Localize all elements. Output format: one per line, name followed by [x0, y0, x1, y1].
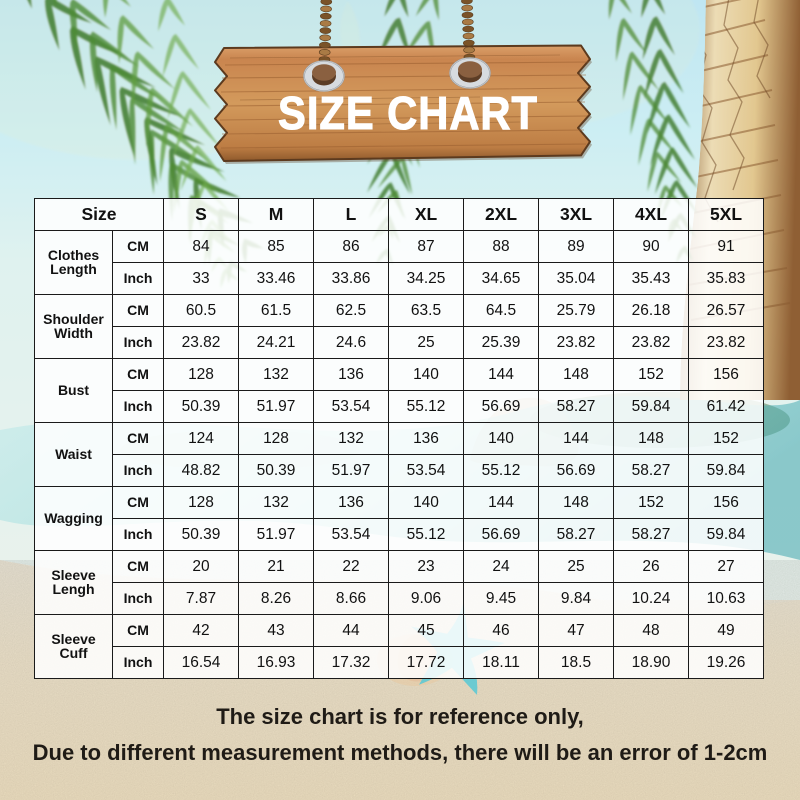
- svg-text:SIZE CHART: SIZE CHART: [278, 88, 538, 140]
